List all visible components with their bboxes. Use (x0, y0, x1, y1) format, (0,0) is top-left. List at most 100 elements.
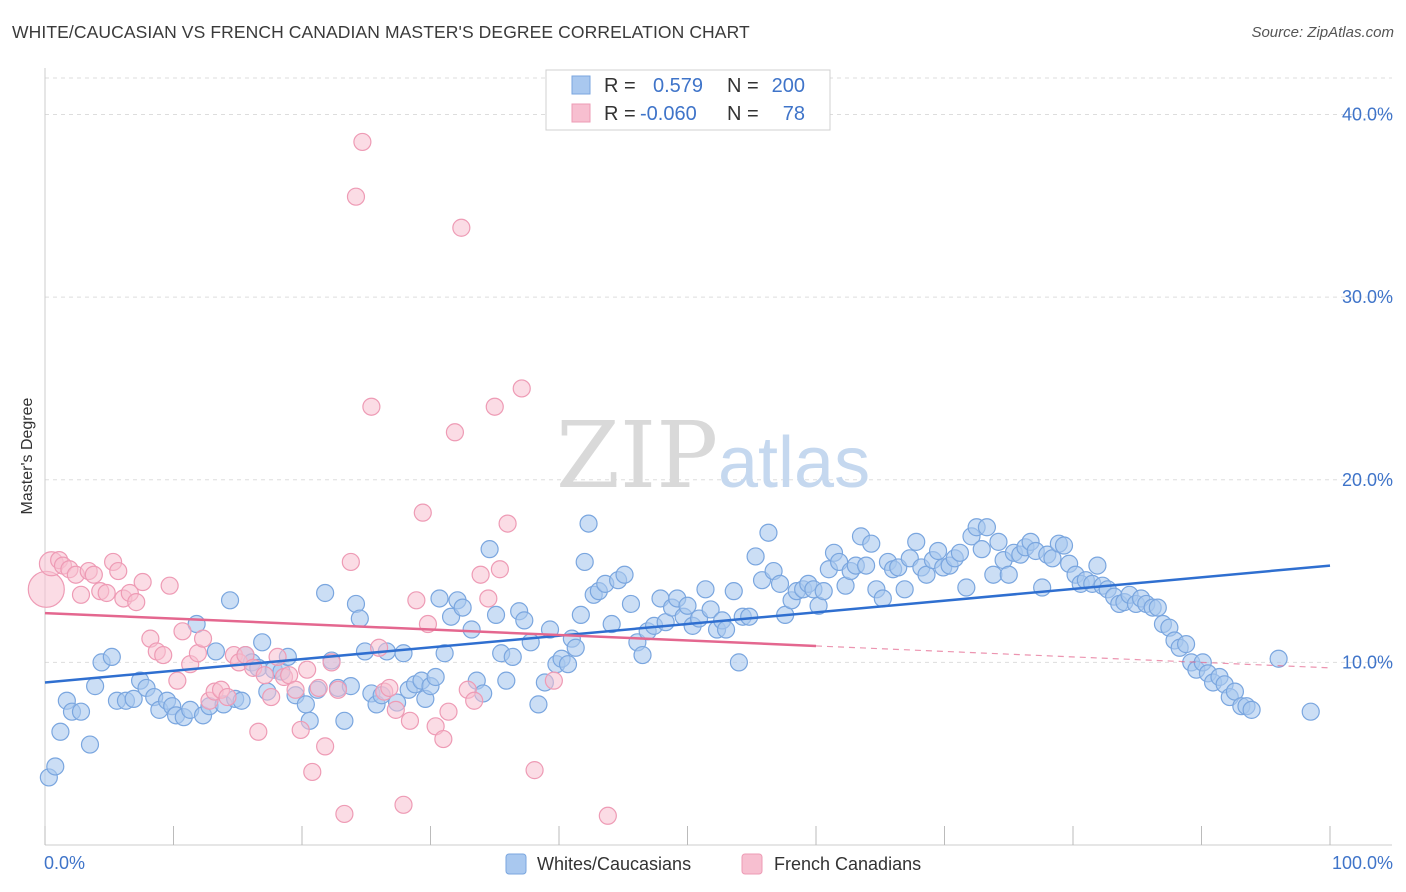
point-whites (873, 589, 892, 608)
point-whites (51, 722, 70, 741)
trend-line-whites (44, 564, 1331, 684)
point-whites (316, 583, 335, 603)
point-whites (220, 591, 240, 610)
point-french-canadians (498, 514, 517, 533)
series-french-canadians-points (27, 132, 617, 825)
point-french-canadians (173, 622, 192, 641)
point-french-canadians (84, 565, 103, 584)
legend-box: R = 0.579 N = 200 R = -0.060 N = 78 (545, 69, 831, 131)
point-french-canadians (434, 729, 453, 749)
point-whites (950, 543, 970, 562)
bottom-legend-whites: Whites/Caucasians (537, 854, 691, 874)
legend-n-value-french: 78 (783, 103, 805, 125)
point-french-canadians (362, 397, 381, 416)
y-tick-label: 30.0% (1342, 287, 1393, 307)
point-whites (521, 633, 540, 652)
point-french-canadians (328, 680, 348, 699)
point-whites (80, 735, 100, 754)
grid-lines (45, 77, 1392, 663)
point-french-canadians (27, 570, 65, 608)
point-whites (759, 523, 778, 542)
point-whites (1269, 649, 1288, 668)
point-french-canadians (154, 645, 173, 665)
point-french-canadians (386, 700, 405, 719)
x-tick-label-max: 100.0% (1332, 853, 1393, 873)
point-whites (770, 574, 790, 593)
point-french-canadians (439, 702, 458, 721)
point-whites (746, 547, 765, 566)
point-whites (453, 598, 472, 617)
point-whites (71, 702, 91, 721)
point-french-canadians (193, 629, 213, 648)
point-french-canadians (407, 591, 426, 610)
x-tick-labels: 0.0% 100.0% (44, 853, 1393, 873)
point-french-canadians (218, 687, 237, 707)
point-whites (430, 589, 449, 608)
point-whites (426, 667, 445, 687)
point-french-canadians (303, 762, 322, 782)
watermark-atlas: atlas (718, 423, 870, 503)
point-whites (579, 514, 598, 533)
point-french-canadians (452, 218, 471, 237)
point-whites (296, 695, 315, 714)
chart-title: WHITE/CAUCASIAN VS FRENCH CANADIAN MASTE… (12, 22, 750, 42)
point-whites (497, 671, 516, 690)
point-whites (486, 605, 506, 625)
point-french-canadians (309, 678, 328, 698)
point-french-canadians (394, 795, 413, 814)
point-french-canadians (249, 722, 268, 741)
legend-swatch-whites (571, 75, 591, 95)
point-french-canadians (400, 711, 420, 730)
trend-lines (44, 564, 1331, 684)
point-whites (957, 578, 976, 597)
point-whites (928, 541, 948, 561)
point-french-canadians (127, 593, 146, 612)
point-french-canadians (525, 761, 544, 780)
point-whites (977, 518, 997, 537)
point-whites (529, 695, 548, 714)
legend-frame (545, 69, 831, 131)
point-french-canadians (445, 423, 465, 442)
point-whites (621, 594, 641, 614)
point-whites (566, 638, 585, 657)
point-whites (716, 620, 736, 639)
trend-line-french-canadians (44, 611, 817, 648)
watermark-zip: ZIP (556, 402, 718, 509)
point-french-canadians (160, 576, 179, 595)
bottom-legend-swatch-whites (505, 853, 527, 875)
point-whites (814, 582, 833, 601)
point-whites (1088, 556, 1107, 575)
point-whites (46, 757, 65, 776)
point-french-canadians (97, 583, 116, 603)
point-whites (571, 605, 590, 625)
bottom-legend-swatch-french (741, 853, 763, 875)
point-whites (1242, 700, 1261, 719)
point-whites (515, 611, 534, 630)
point-whites (394, 644, 413, 663)
legend-n-value-whites: 200 (772, 75, 805, 97)
source-label: Source: ZipAtlas.com (1251, 24, 1394, 41)
point-french-canadians (298, 660, 317, 679)
y-tick-label: 10.0% (1342, 652, 1393, 672)
legend-n-label-whites: N = (727, 75, 759, 97)
point-french-canadians (490, 560, 509, 579)
bottom-legend-french: French Canadians (774, 854, 921, 874)
legend-n-label-french: N = (727, 103, 759, 125)
point-french-canadians (479, 589, 498, 608)
point-whites (124, 689, 143, 709)
point-french-canadians (341, 552, 360, 572)
point-french-canadians (133, 572, 152, 592)
point-french-canadians (255, 666, 274, 685)
point-whites (984, 565, 1003, 584)
point-whites (253, 633, 272, 652)
legend-r-value-whites: 0.579 (653, 75, 703, 97)
legend-r-label-french: R = (604, 103, 636, 125)
point-french-canadians (322, 653, 341, 672)
point-french-canadians (413, 503, 432, 522)
point-whites (350, 609, 369, 628)
bottom-legend: Whites/Caucasians French Canadians (505, 853, 921, 875)
point-whites (895, 580, 914, 599)
point-whites (972, 540, 991, 559)
point-whites (989, 532, 1008, 551)
point-whites (602, 614, 621, 634)
